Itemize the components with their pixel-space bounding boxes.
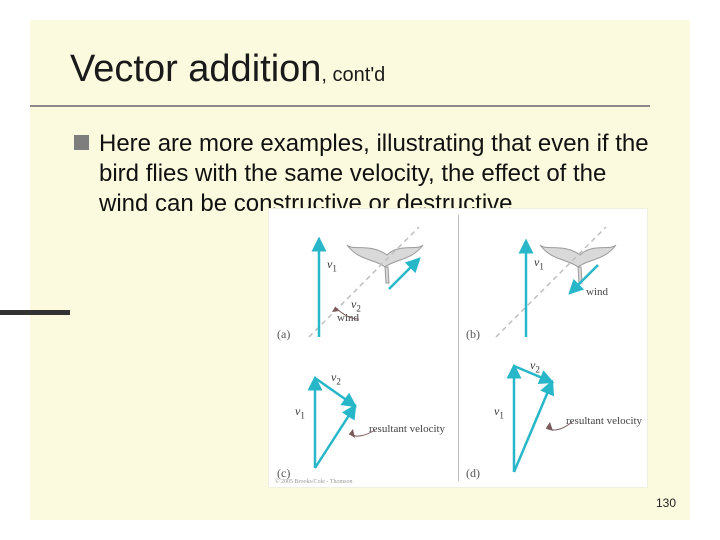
panel-a: v1 wind v2 (a) xyxy=(269,209,458,348)
title-area: Vector addition, cont'd xyxy=(30,20,690,97)
body-area: Here are more examples, illustrating tha… xyxy=(30,107,690,219)
panel-d: v1 v2 resultant velocity (d) xyxy=(458,348,647,487)
panel-label-d: (d) xyxy=(466,466,480,481)
label-wind-b: wind xyxy=(586,287,608,299)
panel-c: v1 v2 resultant velocity (c) © 2005 Broo… xyxy=(269,348,458,487)
panel-label-b: (b) xyxy=(466,327,480,342)
panel-label-a: (a) xyxy=(277,327,290,342)
label-result-c: resultant velocity xyxy=(369,424,445,436)
label-v1-a: v1 xyxy=(327,257,337,273)
pointer-c xyxy=(345,426,379,446)
bullet-row: Here are more examples, illustrating tha… xyxy=(74,129,650,219)
slide-title-sub: , cont'd xyxy=(321,64,385,86)
slide-title-main: Vector addition xyxy=(70,48,321,90)
page-number: 130 xyxy=(656,496,676,510)
label-v1-b: v1 xyxy=(534,255,544,271)
label-v1-d: v1 xyxy=(494,404,504,420)
accent-bar xyxy=(0,310,70,315)
square-bullet-icon xyxy=(74,135,89,150)
label-v1-c: v1 xyxy=(295,404,305,420)
panel-a-svg xyxy=(269,209,459,349)
label-result-d: resultant velocity xyxy=(566,416,642,428)
pointer-d xyxy=(542,418,576,440)
figure-copyright: © 2005 Brooks/Cole - Thomson xyxy=(275,479,352,485)
label-v2-d: v2 xyxy=(530,358,540,374)
slide: Vector addition, cont'd Here are more ex… xyxy=(30,20,690,520)
body-text: Here are more examples, illustrating tha… xyxy=(99,129,650,219)
vector-figure: v1 wind v2 (a) v1 wind (b) xyxy=(268,208,648,488)
pointer-a xyxy=(331,305,361,323)
label-v2-c: v2 xyxy=(331,370,341,386)
panel-b-svg xyxy=(458,209,648,349)
panel-b: v1 wind (b) xyxy=(458,209,647,348)
